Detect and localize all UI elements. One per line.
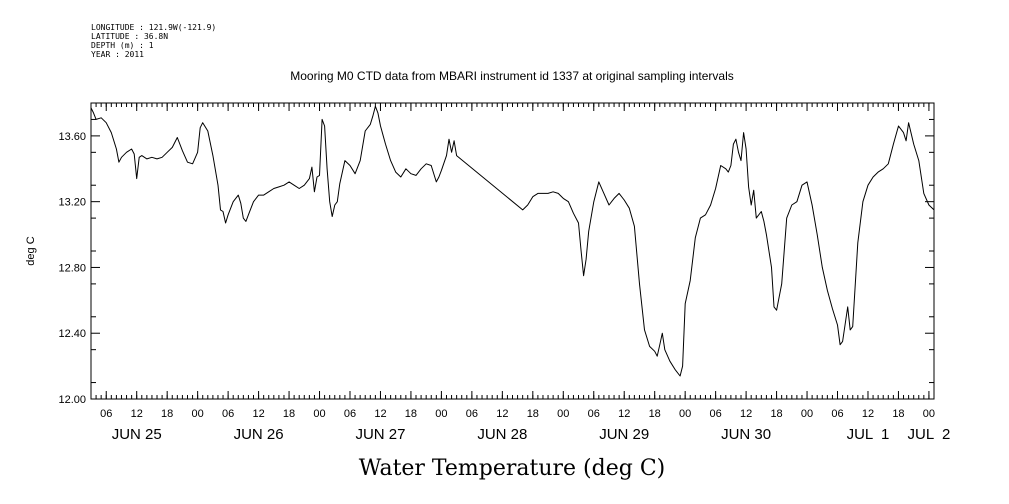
x-hour-tick-label: 00: [192, 408, 204, 420]
x-day-label: JUN 26: [234, 426, 284, 443]
x-day-labels: JUN 25 JUN 26 JUN 27 JUN 28 JUN 29 JUN 30 JUL …: [112, 426, 951, 443]
meta-depth: DEPTH (m) : 1: [91, 41, 154, 50]
x-hour-tick-label: 06: [831, 408, 843, 420]
x-hour-tick-label: 12: [618, 408, 630, 420]
x-day-label: JUN 25: [112, 426, 162, 443]
x-hour-tick-label: 00: [679, 408, 691, 420]
x-day-label: JUN 29: [599, 426, 649, 443]
x-axis: 06 12 18 00 06 12 18 00 06 12 18 00 06 12 18 00 06 12 18 00…: [100, 103, 935, 420]
x-hour-tick-label: 18: [770, 408, 782, 420]
x-hour-tick-label: 12: [374, 408, 386, 420]
x-hour-tick-label: 18: [283, 408, 295, 420]
meta-year: YEAR : 2011: [91, 50, 144, 59]
x-hour-tick-label: 00: [923, 408, 935, 420]
y-tick-label: 12.80: [58, 262, 86, 274]
x-hour-tick-label: 18: [649, 408, 661, 420]
x-hour-tick-label: 18: [405, 408, 417, 420]
x-hour-tick-label: 18: [527, 408, 539, 420]
x-hour-tick-label: 00: [313, 408, 325, 420]
x-hour-tick-label: 00: [801, 408, 813, 420]
meta-latitude: LATITUDE : 36.8N: [91, 32, 168, 41]
x-day-label: JUN 30: [721, 426, 771, 443]
y-tick-label: 12.00: [58, 394, 86, 406]
x-hour-tick-label: 12: [496, 408, 508, 420]
x-hour-tick-label: 12: [740, 408, 752, 420]
minor-tick-marks: [91, 103, 935, 399]
x-hour-tick-label: 06: [222, 408, 234, 420]
y-tick-label: 13.20: [58, 197, 86, 209]
x-hour-tick-label: 06: [588, 408, 600, 420]
x-hour-tick-label: 12: [862, 408, 874, 420]
x-day-label: JUL 1: [847, 426, 890, 443]
x-hour-tick-label: 06: [710, 408, 722, 420]
x-hour-tick-label: 06: [466, 408, 478, 420]
chart-title: Mooring M0 CTD data from MBARI instrumen…: [290, 69, 734, 83]
x-hour-tick-label: 06: [100, 408, 112, 420]
x-hour-tick-label: 12: [252, 408, 264, 420]
x-hour-tick-label: 00: [435, 408, 447, 420]
y-axis-label: deg C: [25, 236, 37, 265]
meta-longitude: LONGITUDE : 121.9W(-121.9): [91, 23, 216, 32]
y-axis: 12.00 12.40 12.80 13.20 13.60: [58, 131, 934, 406]
y-tick-label: 13.60: [58, 131, 86, 143]
x-day-label: JUN 28: [477, 426, 527, 443]
x-hour-tick-label: 12: [131, 408, 143, 420]
x-day-label: JUN 27: [355, 426, 405, 443]
plot-frame: [90, 102, 935, 400]
x-hour-tick-label: 18: [161, 408, 173, 420]
x-axis-label: Water Temperature (deg C): [359, 456, 666, 481]
x-hour-tick-label: 06: [344, 408, 356, 420]
x-hour-tick-label: 18: [892, 408, 904, 420]
metadata-block: LONGITUDE : 121.9W(-121.9) LATITUDE : 36…: [91, 23, 216, 59]
y-tick-label: 12.40: [58, 328, 86, 340]
x-day-label: JUL 2: [908, 426, 951, 443]
series-line-water-temperature: [90, 105, 935, 377]
x-hour-tick-label: 00: [557, 408, 569, 420]
